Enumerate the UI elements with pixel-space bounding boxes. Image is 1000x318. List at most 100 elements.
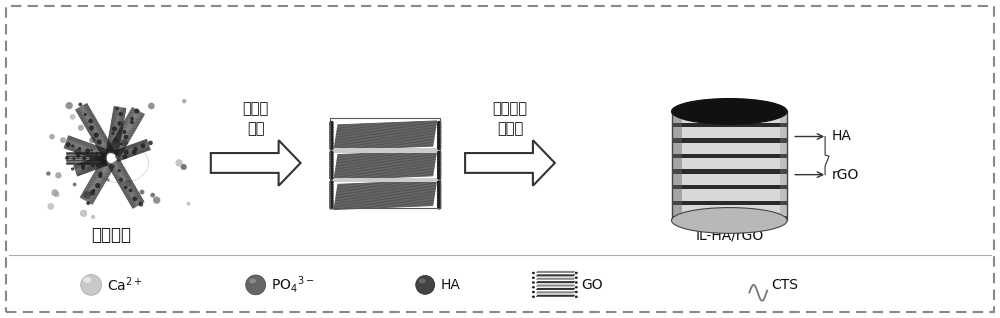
Ellipse shape <box>249 279 256 283</box>
Text: HA: HA <box>440 278 460 292</box>
Text: 原位矿化: 原位矿化 <box>91 226 131 244</box>
Text: Ca$^{2+}$: Ca$^{2+}$ <box>107 276 143 294</box>
Ellipse shape <box>329 132 334 136</box>
Ellipse shape <box>99 171 102 175</box>
Ellipse shape <box>133 147 138 151</box>
Ellipse shape <box>176 160 183 166</box>
Ellipse shape <box>116 107 119 110</box>
Polygon shape <box>672 111 682 127</box>
Ellipse shape <box>329 185 334 189</box>
Polygon shape <box>536 271 575 273</box>
Ellipse shape <box>94 155 99 160</box>
Ellipse shape <box>114 138 118 142</box>
Ellipse shape <box>329 151 334 155</box>
Ellipse shape <box>122 130 126 134</box>
Ellipse shape <box>78 125 84 131</box>
Text: CTS: CTS <box>771 278 798 292</box>
Ellipse shape <box>97 139 102 145</box>
Polygon shape <box>465 140 555 186</box>
Ellipse shape <box>124 180 131 186</box>
Ellipse shape <box>329 153 334 157</box>
Ellipse shape <box>81 274 102 295</box>
Ellipse shape <box>103 163 107 166</box>
Ellipse shape <box>71 144 74 148</box>
Text: HA: HA <box>832 129 852 143</box>
Ellipse shape <box>329 157 334 162</box>
Ellipse shape <box>148 141 153 145</box>
Ellipse shape <box>329 128 334 132</box>
Ellipse shape <box>90 190 95 196</box>
Ellipse shape <box>329 203 334 207</box>
Ellipse shape <box>95 183 100 188</box>
Ellipse shape <box>138 202 143 207</box>
Text: GO: GO <box>581 278 602 292</box>
Ellipse shape <box>437 153 441 157</box>
Polygon shape <box>672 205 682 220</box>
Ellipse shape <box>121 140 128 146</box>
Ellipse shape <box>88 119 93 123</box>
Ellipse shape <box>437 162 441 166</box>
Ellipse shape <box>532 272 535 274</box>
Ellipse shape <box>329 160 334 164</box>
Ellipse shape <box>437 174 441 177</box>
Ellipse shape <box>78 102 82 107</box>
Ellipse shape <box>437 180 441 184</box>
Ellipse shape <box>575 295 578 298</box>
Polygon shape <box>780 127 787 142</box>
Ellipse shape <box>437 135 441 139</box>
Ellipse shape <box>437 185 441 189</box>
Ellipse shape <box>532 291 535 293</box>
Ellipse shape <box>182 99 186 103</box>
Ellipse shape <box>437 144 441 148</box>
Ellipse shape <box>437 164 441 168</box>
Ellipse shape <box>87 166 91 170</box>
Ellipse shape <box>66 142 71 147</box>
Ellipse shape <box>117 169 121 172</box>
Polygon shape <box>672 174 787 185</box>
Polygon shape <box>672 142 682 158</box>
Polygon shape <box>536 281 575 283</box>
Ellipse shape <box>575 277 578 279</box>
Polygon shape <box>780 189 787 205</box>
Ellipse shape <box>329 190 334 193</box>
Ellipse shape <box>329 139 334 143</box>
Polygon shape <box>672 189 787 201</box>
Ellipse shape <box>140 143 145 148</box>
Ellipse shape <box>150 193 155 197</box>
Polygon shape <box>672 158 787 169</box>
Ellipse shape <box>106 178 110 182</box>
Ellipse shape <box>437 146 441 150</box>
Ellipse shape <box>532 277 535 279</box>
Ellipse shape <box>329 174 334 177</box>
Polygon shape <box>536 285 575 287</box>
Ellipse shape <box>329 146 334 150</box>
Ellipse shape <box>89 157 93 161</box>
Ellipse shape <box>124 150 129 155</box>
Ellipse shape <box>419 279 426 283</box>
Ellipse shape <box>329 171 334 175</box>
Polygon shape <box>672 127 787 138</box>
Ellipse shape <box>329 176 334 180</box>
Ellipse shape <box>437 194 441 198</box>
Polygon shape <box>672 154 787 158</box>
Ellipse shape <box>48 204 54 210</box>
Ellipse shape <box>115 155 119 159</box>
Ellipse shape <box>416 275 435 294</box>
Ellipse shape <box>437 130 441 134</box>
Polygon shape <box>672 169 787 174</box>
Ellipse shape <box>80 210 87 217</box>
Ellipse shape <box>437 197 441 200</box>
Ellipse shape <box>329 164 334 168</box>
Ellipse shape <box>437 192 441 196</box>
Ellipse shape <box>437 167 441 171</box>
Ellipse shape <box>52 190 58 196</box>
Ellipse shape <box>60 137 66 143</box>
Ellipse shape <box>134 108 139 114</box>
Ellipse shape <box>437 176 441 180</box>
Polygon shape <box>780 158 787 174</box>
Ellipse shape <box>329 169 334 173</box>
Ellipse shape <box>94 132 99 138</box>
Ellipse shape <box>85 148 90 153</box>
Ellipse shape <box>83 277 91 283</box>
Ellipse shape <box>74 149 81 156</box>
